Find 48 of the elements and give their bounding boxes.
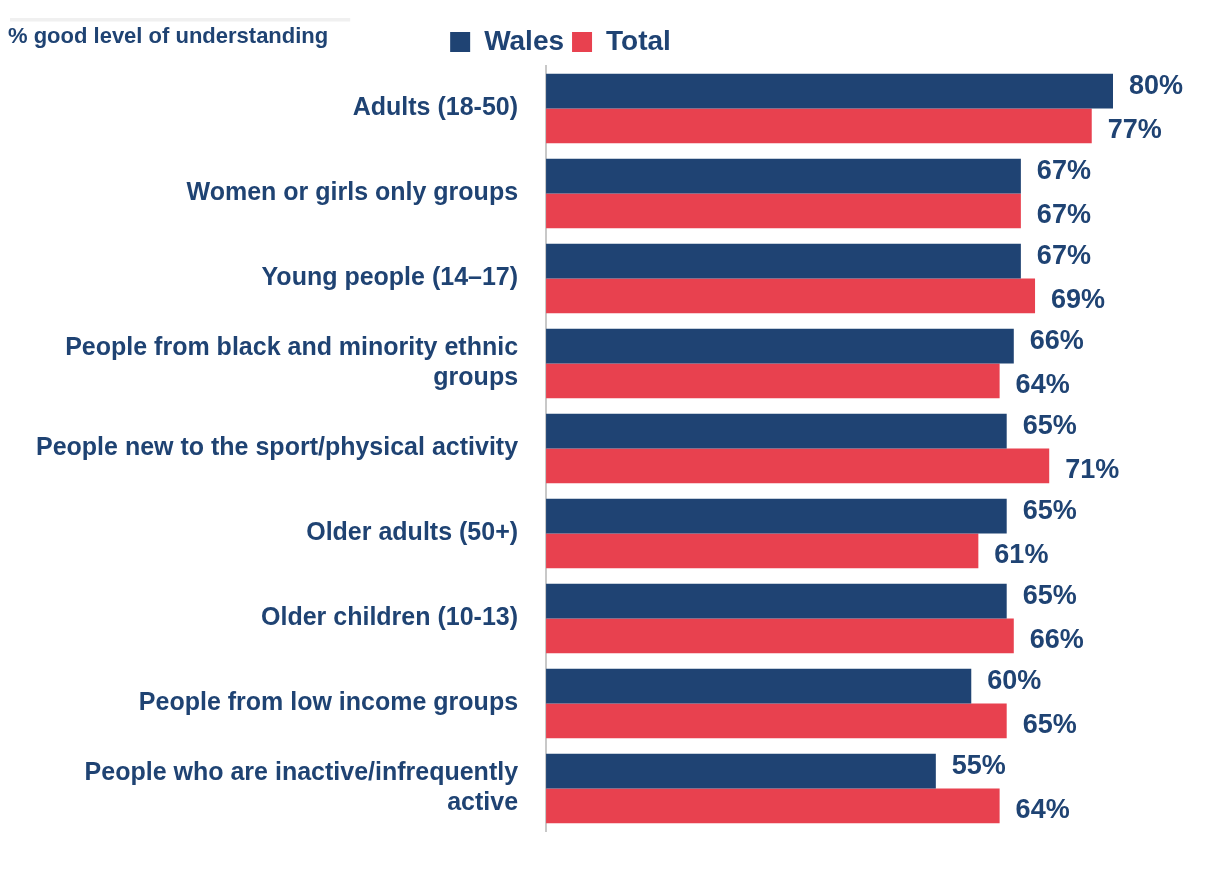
data-label: 55%: [951, 749, 1006, 780]
data-label: 77%: [1107, 114, 1162, 145]
data-label: 71%: [1065, 454, 1120, 485]
bar: [546, 668, 972, 704]
y-tick-label: People from black and minority ethnic groups: [65, 332, 519, 391]
y-tick-label: Older children (10-13): [261, 602, 519, 631]
bar: [546, 243, 1021, 279]
bar: [546, 193, 1021, 229]
data-label: 66%: [1029, 624, 1084, 655]
legend-label: Wales: [484, 24, 565, 56]
y-tick-label: Adults (18-50): [352, 92, 519, 121]
data-label: 80%: [1129, 69, 1184, 100]
bar: [546, 703, 1007, 739]
bar: [546, 278, 1036, 314]
bar: [546, 363, 1000, 399]
bar: [546, 158, 1021, 194]
bar: [546, 413, 1007, 449]
bar: [546, 618, 1014, 654]
bar: [546, 753, 936, 789]
bar: [546, 583, 1007, 619]
text: % good level of understanding: [8, 22, 329, 48]
data-label: 64%: [1015, 794, 1070, 825]
data-label: 60%: [987, 664, 1042, 695]
data-label: 65%: [1022, 709, 1077, 740]
data-label: 67%: [1036, 239, 1091, 270]
data-label: 65%: [1022, 494, 1077, 525]
y-tick-label: People from low income groups: [138, 687, 519, 716]
y-tick-label: Older adults (50+): [306, 517, 519, 546]
bar: [546, 788, 1000, 824]
bar: [546, 328, 1014, 364]
data-label: 64%: [1015, 369, 1070, 400]
y-tick-label: Young people (14–17): [261, 262, 519, 291]
data-label: 66%: [1029, 324, 1084, 355]
legend-label: Total: [606, 24, 671, 56]
bar: [546, 448, 1050, 484]
data-label: 67%: [1036, 199, 1091, 230]
bar: [546, 533, 979, 569]
y-tick-label: Women or girls only groups: [186, 177, 519, 206]
data-label: 65%: [1022, 579, 1077, 610]
data-label: 65%: [1022, 409, 1077, 440]
bar: [546, 498, 1007, 534]
bar: [546, 73, 1113, 109]
data-label: 61%: [994, 539, 1049, 570]
y-tick-label: People new to the sport/physical activity: [35, 432, 519, 461]
data-label: 69%: [1051, 284, 1106, 315]
data-label: 67%: [1036, 154, 1091, 185]
bar: [546, 108, 1092, 144]
y-tick-label: People who are inactive/infrequently active: [84, 757, 519, 816]
